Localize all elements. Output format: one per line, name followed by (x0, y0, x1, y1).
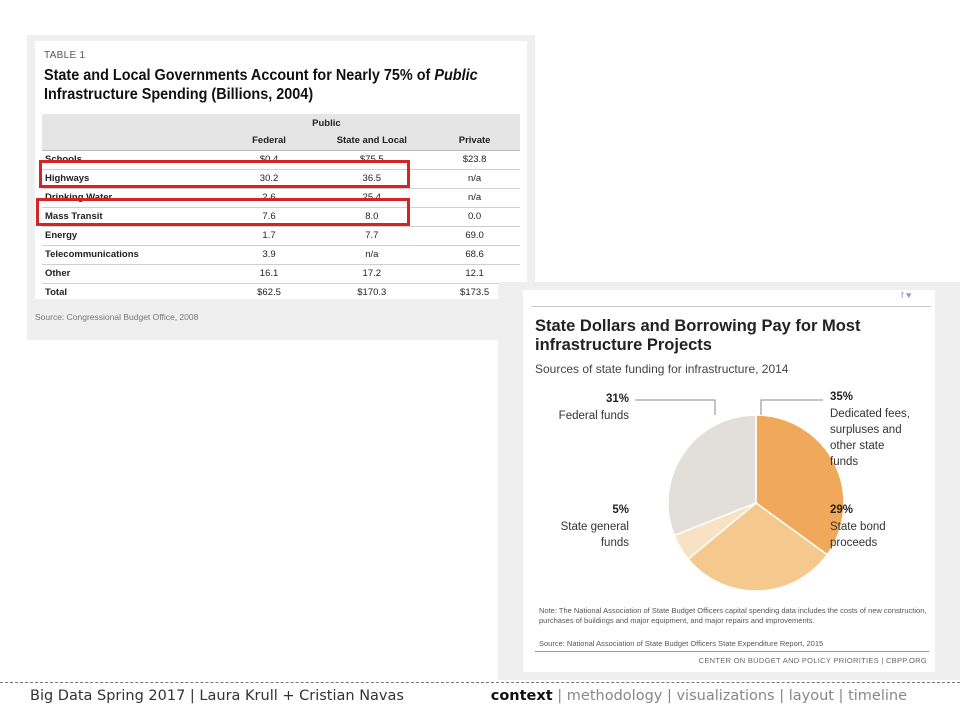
table-row: Other 16.1 17.2 12.1 (42, 264, 520, 284)
cell-state-local: 17.2 (314, 264, 430, 284)
leader-line-dedicated (760, 399, 823, 415)
pie-card: f ♥ State Dollars and Borrowing Pay for … (523, 290, 935, 672)
slice-label-pct-general: 5% (612, 504, 629, 516)
slice-label-bonds: State bond proceeds (830, 521, 886, 549)
nav-link-context[interactable]: context (490, 688, 553, 704)
spending-table: Public Federal State and Local Private S… (42, 114, 520, 302)
table-label: TABLE 1 (44, 50, 86, 61)
cell-state-local: $170.3 (357, 287, 387, 299)
cell-private: $173.5 (460, 287, 490, 299)
row-label: Schools (42, 150, 224, 170)
column-header-state-local: State and Local (314, 132, 430, 151)
cell-private: n/a (429, 169, 520, 189)
cell-federal: $0.4 (223, 150, 315, 170)
cell-private: n/a (429, 188, 520, 208)
divider (535, 651, 929, 652)
slice-label-federal: Federal funds (558, 410, 629, 422)
pie-org-credit: CENTER ON BUDGET AND POLICY PRIORITIES |… (698, 656, 927, 665)
slice-label-pct-dedicated: 35% (830, 391, 854, 403)
table-card: TABLE 1 State and Local Governments Acco… (35, 41, 527, 299)
cell-private: 0.0 (429, 207, 520, 227)
table-title-part2: Infrastructure Spending (Billions, 2004) (44, 86, 314, 103)
table-title-part1: State and Local Governments Account for … (44, 67, 435, 84)
slice-label-general: State general funds (560, 521, 629, 549)
column-header-private: Private (429, 132, 520, 151)
table-row: Highways 30.2 36.5 n/a (42, 169, 520, 189)
pie-slice-federal-funds (667, 414, 757, 537)
highlight-box-highways (39, 160, 410, 188)
cell-federal: 1.7 (223, 226, 315, 246)
cell-private: 69.0 (429, 226, 520, 246)
leader-line-federal (635, 399, 716, 415)
slice-label-dedicated: Dedicated fees, surpluses and other stat… (830, 408, 910, 468)
table-row: Drinking Water 2.6 25.4 n/a (42, 188, 520, 208)
row-label: Telecommunications (42, 245, 224, 265)
cell-private: $23.8 (429, 150, 520, 170)
highlight-box-mass-transit (36, 198, 410, 226)
nav-separator: | (662, 688, 677, 704)
nav-separator: | (774, 688, 789, 704)
table-row: Energy 1.7 7.7 69.0 (42, 226, 520, 246)
footer-divider (0, 682, 960, 683)
table-title-emphasis: Public (434, 67, 478, 84)
table-title: State and Local Governments Account for … (44, 66, 490, 104)
row-label: Total (45, 287, 67, 299)
cell-private: 12.1 (429, 264, 520, 284)
cell-state-local: 7.7 (314, 226, 430, 246)
pie-slice-dedicated-fees (755, 414, 845, 556)
row-label: Drinking Water (42, 188, 224, 208)
table-source: Source: Congressional Budget Office, 200… (35, 312, 199, 322)
nav-separator: | (833, 688, 849, 704)
nav-link-layout[interactable]: layout (788, 688, 834, 704)
slice-label-pct-bonds: 29% (830, 504, 854, 516)
table-row: Total $62.5 $170.3 $173.5 (42, 283, 520, 302)
table-panel: TABLE 1 State and Local Governments Acco… (27, 35, 535, 340)
column-header-federal: Federal (223, 132, 315, 151)
table-row: Telecommunications 3.9 n/a 68.6 (42, 245, 520, 265)
cell-private: 68.6 (429, 245, 520, 265)
slice-label-pct-federal: 31% (605, 393, 629, 405)
cell-federal: $62.5 (257, 287, 281, 299)
cell-state-local: $75.5 (314, 150, 430, 170)
pie-chart (635, 399, 845, 592)
footer-credit: Big Data Spring 2017 | Laura Krull + Cri… (30, 688, 404, 704)
pie-note: Note: The National Association of State … (539, 606, 927, 625)
pie-panel: f ♥ State Dollars and Borrowing Pay for … (498, 282, 960, 680)
cell-federal: 2.6 (223, 188, 315, 208)
pie-subtitle: Sources of state funding for infrastruct… (535, 362, 789, 376)
cell-state-local: n/a (314, 245, 430, 265)
nav-link-visualizations[interactable]: visualizations (676, 688, 775, 704)
nav-link-timeline[interactable]: timeline (848, 688, 907, 704)
cell-state-local: 25.4 (314, 188, 430, 208)
pie-slice-state-bonds (687, 502, 829, 592)
nav-separator: | (552, 688, 567, 704)
cell-federal: 16.1 (223, 264, 315, 284)
pie-title: State Dollars and Borrowing Pay for Most… (535, 317, 861, 354)
group-header-public: Public (223, 114, 430, 132)
pie-source: Source: National Association of State Bu… (539, 639, 824, 648)
column-header (42, 132, 224, 151)
nav-link-methodology[interactable]: methodology (566, 688, 663, 704)
divider (531, 306, 931, 307)
row-label: Energy (42, 226, 224, 246)
share-icons[interactable]: f ♥ (901, 290, 912, 300)
row-label: Other (42, 264, 224, 284)
table-row: Schools $0.4 $75.5 $23.8 (42, 150, 520, 170)
footer-nav: context | methodology | visualizations |… (491, 688, 907, 704)
cell-federal: 3.9 (223, 245, 315, 265)
